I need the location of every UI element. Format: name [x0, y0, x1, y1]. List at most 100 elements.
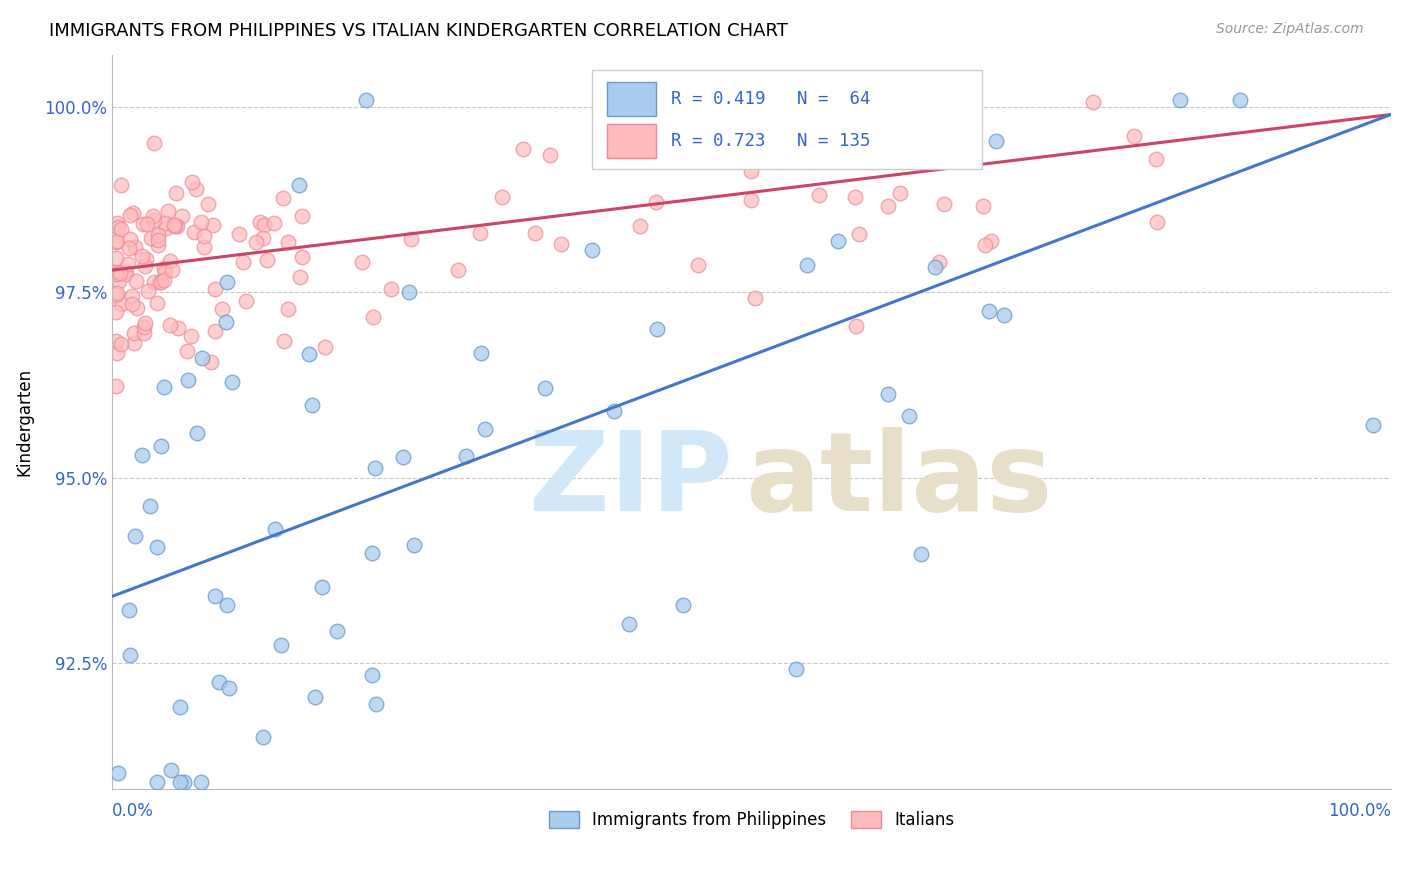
Point [1229, 93, 1251, 107]
Point [993, 308, 1015, 322]
Point [253, 218, 276, 232]
Point [104, 334, 127, 348]
Point [363, 461, 385, 475]
Point [454, 449, 477, 463]
Point [221, 375, 243, 389]
Legend: Immigrants from Philippines, Italians: Immigrants from Philippines, Italians [541, 805, 962, 836]
Point [165, 219, 187, 234]
Point [155, 216, 177, 230]
Point [974, 237, 997, 252]
Point [211, 302, 233, 317]
Point [166, 219, 188, 234]
Point [617, 617, 640, 632]
Point [107, 220, 129, 235]
Point [204, 589, 226, 603]
Point [183, 225, 205, 239]
Point [121, 297, 143, 311]
Point [845, 318, 868, 333]
Point [534, 381, 557, 395]
Point [134, 259, 156, 273]
Point [628, 219, 651, 234]
Point [827, 234, 849, 248]
Point [110, 266, 132, 280]
Point [361, 668, 384, 682]
Point [104, 264, 127, 278]
Point [145, 540, 167, 554]
Point [271, 191, 294, 205]
Point [184, 181, 207, 195]
Point [190, 214, 212, 228]
Text: R = 0.419   N =  64: R = 0.419 N = 64 [671, 90, 870, 108]
Point [177, 373, 200, 387]
Point [118, 603, 141, 617]
Point [125, 301, 148, 316]
Point [877, 199, 900, 213]
Point [218, 681, 240, 695]
Point [204, 282, 226, 296]
Point [122, 206, 145, 220]
Point [142, 136, 165, 151]
Point [860, 154, 883, 169]
FancyBboxPatch shape [592, 70, 981, 169]
Text: IMMIGRANTS FROM PHILIPPINES VS ITALIAN KINDERGARTEN CORRELATION CHART: IMMIGRANTS FROM PHILIPPINES VS ITALIAN K… [49, 22, 789, 40]
Point [512, 142, 534, 156]
Point [105, 234, 128, 248]
Point [361, 310, 384, 325]
Point [325, 624, 347, 639]
Point [138, 499, 160, 513]
Point [131, 449, 153, 463]
Point [217, 275, 239, 289]
Point [148, 275, 170, 289]
Point [132, 326, 155, 341]
Point [228, 227, 250, 241]
Text: atlas: atlas [745, 427, 1053, 534]
Point [1146, 215, 1168, 229]
Point [108, 274, 131, 288]
Text: 0.0%: 0.0% [112, 803, 153, 821]
Bar [607, 82, 655, 116]
Point [672, 598, 695, 612]
Point [249, 215, 271, 229]
Point [148, 227, 170, 242]
Text: 100.0%: 100.0% [1329, 803, 1391, 821]
Point [277, 235, 299, 249]
Point [165, 186, 187, 201]
Point [124, 240, 146, 254]
Point [155, 220, 177, 235]
Point [105, 345, 128, 359]
Point [190, 774, 212, 789]
Point [848, 227, 870, 241]
Point [392, 450, 415, 465]
Point [252, 731, 274, 745]
Text: Source: ZipAtlas.com: Source: ZipAtlas.com [1216, 22, 1364, 37]
Point [156, 203, 179, 218]
Point [932, 197, 955, 211]
Point [181, 176, 204, 190]
Point [204, 324, 226, 338]
Point [104, 235, 127, 249]
Point [105, 216, 128, 230]
Point [979, 303, 1001, 318]
Point [782, 121, 804, 136]
Point [120, 232, 142, 246]
Point [104, 252, 127, 266]
Point [270, 638, 292, 652]
Point [193, 240, 215, 254]
Point [150, 439, 173, 453]
Point [474, 422, 496, 436]
Point [159, 318, 181, 333]
Point [264, 522, 287, 536]
Point [924, 260, 946, 274]
Point [104, 304, 127, 318]
Point [740, 193, 762, 207]
Point [447, 263, 470, 277]
Point [172, 209, 194, 223]
Point [1144, 152, 1167, 166]
Y-axis label: Kindergarten: Kindergarten [15, 368, 32, 476]
Text: ZIP: ZIP [529, 427, 733, 534]
Point [124, 529, 146, 543]
Point [104, 268, 127, 282]
Point [200, 355, 222, 369]
Point [131, 249, 153, 263]
Point [122, 336, 145, 351]
